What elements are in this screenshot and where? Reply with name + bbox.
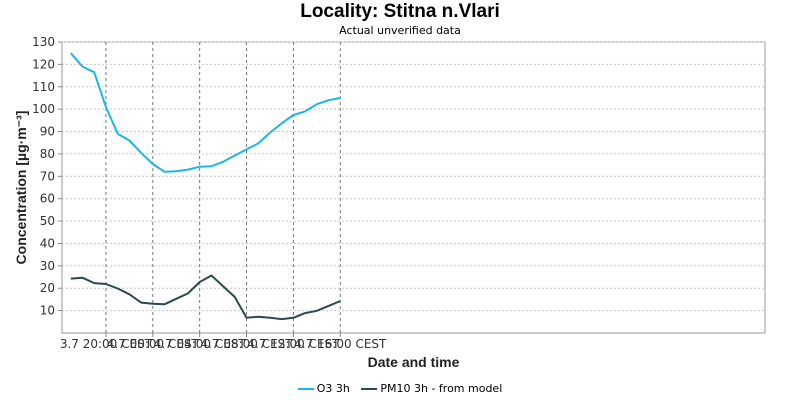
chart-subtitle: Actual unverified data (339, 24, 461, 37)
y-axis-label: Concentration [µg·m⁻³] (13, 111, 29, 265)
y-tick-label: 60 (40, 192, 55, 206)
y-tick-label: 110 (32, 80, 55, 94)
legend-label-o3: O3 3h (316, 381, 350, 395)
x-tick-label: 4.7 08:00 CEST (200, 337, 293, 351)
x-tick-label: 4.7 04:00 CEST (154, 337, 247, 351)
series-line-o3 (70, 52, 341, 173)
y-tick-label: 70 (40, 169, 55, 183)
legend-swatch-o3 (297, 387, 314, 390)
y-tick-label: 130 (32, 35, 55, 49)
y-tick-label: 90 (40, 125, 55, 139)
legend-label-pm10: PM10 3h - from model (380, 381, 503, 395)
y-tick-label: 20 (40, 281, 55, 295)
y-tick-label: 120 (32, 57, 55, 71)
legend-item-o3: O3 3h (297, 381, 350, 395)
series-line-pm10 (70, 274, 341, 321)
x-tick-label: 3.7 20:00 CEST (60, 337, 153, 351)
legend-swatch-pm10 (361, 387, 378, 390)
plot-area (61, 41, 766, 334)
legend: O3 3h PM10 3h - from model (0, 381, 800, 395)
y-tick-label: 80 (40, 147, 55, 161)
x-tick-label: 4.7 00:00 CEST (107, 337, 200, 351)
chart-title: Locality: Stitna n.Vlari (300, 1, 500, 22)
y-tick-label: 100 (32, 102, 55, 116)
y-tick-label: 40 (40, 236, 55, 250)
y-tick-label: 10 (40, 304, 55, 318)
x-tick-label: 4.7 12:00 CEST (247, 337, 340, 351)
y-tick-label: 50 (40, 214, 55, 228)
legend-item-pm10: PM10 3h - from model (361, 382, 502, 395)
x-axis-label: Date and time (368, 354, 460, 370)
x-tick-label: 4.7 16:00 CEST (294, 337, 387, 351)
y-tick-label: 30 (40, 259, 55, 273)
